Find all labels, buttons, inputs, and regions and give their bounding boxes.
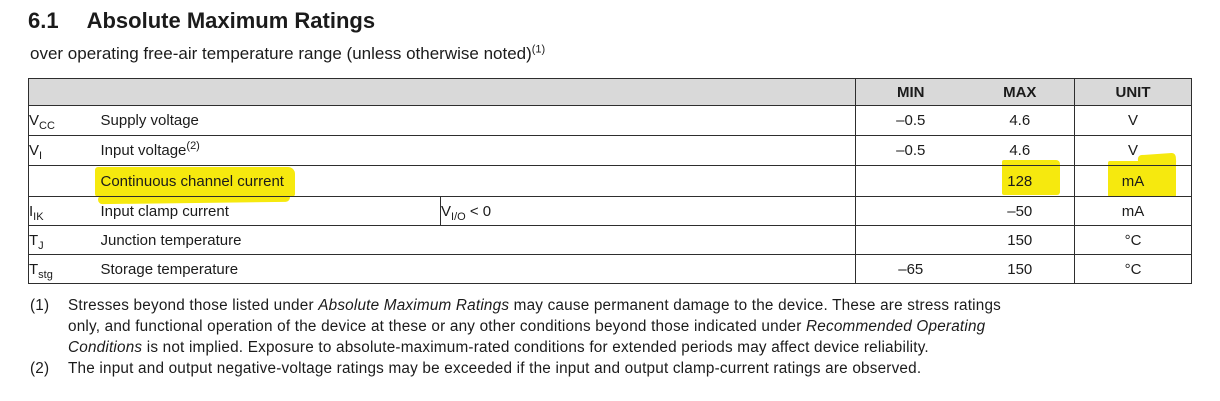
table-subtitle: over operating free-air temperature rang… (30, 44, 545, 64)
max-cell: 150 (965, 254, 1075, 284)
symbol-base: V (29, 142, 40, 159)
condition-subscript: I/O (451, 210, 466, 223)
section-heading: 6.1 Absolute Maximum Ratings (28, 8, 375, 34)
footnote-line: (2) The input and output negative-voltage… (30, 358, 1001, 379)
header-empty-cell (28, 78, 856, 106)
footnote-text: The input and output negative-voltage ra… (68, 360, 922, 377)
parameter-text: Continuous channel current (100, 172, 284, 190)
table-header-row: MIN MAX UNIT (28, 78, 1192, 106)
parameter-cell: Input clamp current (100, 196, 441, 226)
unit-column-header: UNIT (1074, 78, 1192, 106)
parameter-text: Storage temperature (100, 260, 239, 278)
symbol-subscript: IK (33, 210, 44, 223)
parameter-cell: Supply voltage (100, 105, 856, 136)
section-title: Absolute Maximum Ratings (86, 8, 376, 33)
symbol-subscript: CC (39, 120, 55, 132)
symbol-base: T (29, 231, 39, 249)
max-cell: –50 (965, 196, 1075, 226)
min-cell: –0.5 (855, 105, 966, 136)
symbol-cell: VCC (28, 105, 101, 136)
unit-cell: V (1074, 105, 1192, 136)
table-row-vi: VI Input voltage(2) –0.5 4.6 V (28, 135, 1192, 166)
table-row-iik: IIK Input clamp current VI/O < 0 –50 mA (28, 196, 1192, 226)
footnote-text: is not implied. Exposure to absolute-max… (142, 339, 929, 356)
parameter-cell: Continuous channel current (100, 165, 856, 197)
condition-rest: < 0 (465, 202, 492, 220)
parameter-footnote-ref: (2) (186, 140, 200, 152)
min-cell: –0.5 (855, 135, 966, 166)
max-cell: 4.6 (965, 135, 1075, 166)
max-column-header: MAX (965, 78, 1075, 106)
footnote-text-italic: Absolute Maximum Ratings (318, 297, 510, 314)
section-number: 6.1 (28, 8, 59, 33)
parameter-cell: Input voltage(2) (100, 135, 856, 166)
symbol-cell: VI (28, 135, 101, 166)
min-column-header: MIN (855, 78, 966, 106)
max-cell: 128 (965, 165, 1075, 197)
min-cell (855, 225, 966, 255)
unit-cell: mA (1074, 196, 1192, 226)
unit-cell: °C (1074, 254, 1192, 284)
footnote-line: Conditions is not implied. Exposure to a… (30, 337, 1001, 358)
footnote-text: may cause permanent damage to the device… (509, 297, 1002, 314)
parameter-text: Input voltage (100, 142, 187, 159)
symbol-cell: Tstg (28, 254, 101, 284)
symbol-cell: IIK (28, 196, 101, 226)
symbol-subscript: J (38, 239, 44, 252)
footnote-text: Stresses beyond those listed under (68, 297, 319, 314)
absolute-maximum-ratings-table: MIN MAX UNIT VCC Supply voltage –0.5 4.6… (28, 78, 1193, 284)
max-cell: 4.6 (965, 105, 1075, 136)
symbol-base: V (29, 112, 40, 129)
subtitle-text: over operating free-air temperature rang… (30, 44, 532, 63)
footnote-marker: (2) (30, 360, 50, 377)
symbol-base: T (29, 260, 39, 278)
max-cell: 150 (965, 225, 1075, 255)
condition-base: V (441, 202, 452, 220)
min-cell: –65 (855, 254, 966, 284)
table-row-tstg: Tstg Storage temperature –65 150 °C (28, 254, 1192, 284)
parameter-cell: Junction temperature (100, 225, 856, 255)
footnote-text-italic: Recommended Operating (806, 318, 986, 335)
parameter-cell: Storage temperature (100, 254, 856, 284)
table-row-vcc: VCC Supply voltage –0.5 4.6 V (28, 105, 1192, 136)
footnote-text-italic: Conditions (68, 339, 143, 356)
unit-cell: V (1074, 135, 1192, 166)
condition-cell: VI/O < 0 (439, 196, 856, 226)
symbol-cell (28, 165, 101, 197)
footnotes: (1) Stresses beyond those listed under Ab… (30, 295, 1001, 379)
unit-cell: mA (1074, 165, 1192, 197)
footnote-line: only, and functional operation of the de… (30, 316, 1001, 337)
symbol-subscript: I (39, 150, 43, 162)
table-row-tj: TJ Junction temperature 150 °C (28, 225, 1192, 255)
unit-cell: °C (1074, 225, 1192, 255)
symbol-cell: TJ (28, 225, 101, 255)
table-row-continuous-channel-current: Continuous channel current 128 mA (28, 165, 1192, 197)
footnote-text: only, and functional operation of the de… (68, 318, 807, 335)
footnote-line: (1) Stresses beyond those listed under Ab… (30, 295, 1001, 316)
parameter-text: Junction temperature (100, 231, 242, 249)
min-cell (855, 196, 966, 226)
footnote-marker: (1) (30, 297, 50, 314)
parameter-text: Supply voltage (100, 112, 199, 129)
parameter-text: Input clamp current (100, 202, 229, 220)
min-cell (855, 165, 966, 197)
subtitle-footnote-ref: (1) (531, 43, 546, 56)
symbol-subscript: stg (38, 268, 53, 281)
symbol-base: I (29, 202, 34, 220)
